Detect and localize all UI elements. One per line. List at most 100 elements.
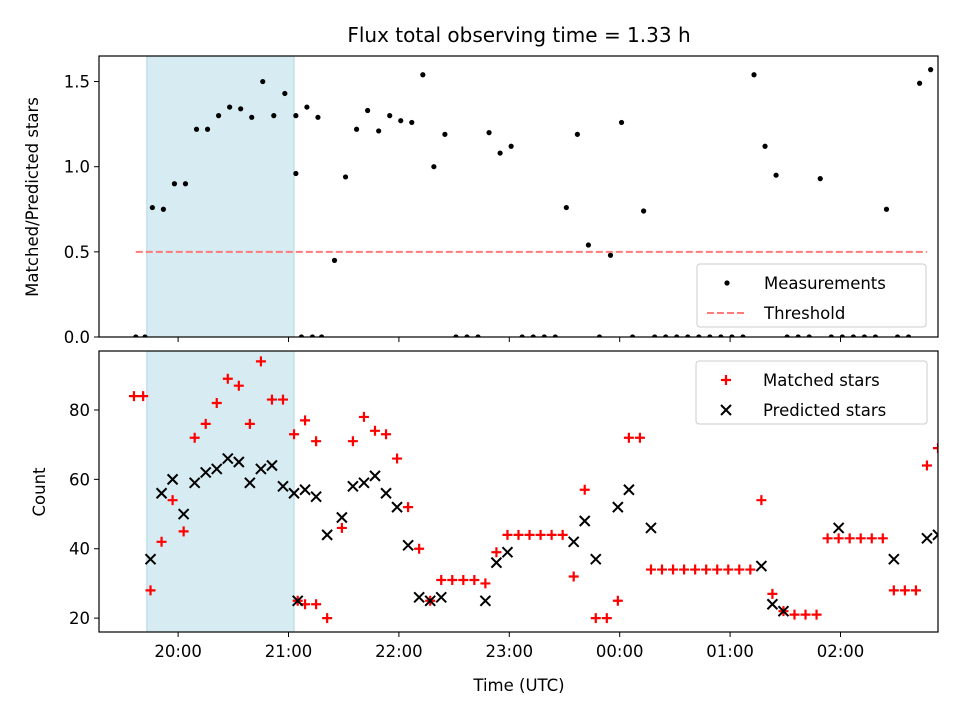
matched-stars-point: [128, 391, 139, 402]
x-tick-label: 21:00: [265, 642, 313, 661]
matched-stars-point: [336, 522, 347, 533]
measurements-point: [353, 126, 360, 132]
matched-stars-point: [800, 609, 811, 620]
predicted-stars-point: [590, 553, 602, 565]
matched-stars-point: [266, 394, 277, 405]
predicted-stars-point: [222, 452, 234, 465]
matched-stars-point: [311, 436, 322, 447]
y-tick-label: 0.0: [64, 328, 90, 347]
measurements-point: [784, 334, 790, 337]
measurements-point: [464, 334, 470, 337]
measurements-point: [298, 334, 304, 337]
measurements-point: [293, 113, 299, 119]
predicted-stars-point: [490, 556, 503, 569]
matched-stars-point: [436, 574, 447, 585]
measurements-point: [282, 90, 288, 97]
matched-stars-point: [403, 502, 414, 513]
matched-stars-point: [347, 436, 358, 447]
predicted-stars-point: [932, 529, 938, 541]
measurements-point: [227, 104, 233, 110]
matched-stars-point: [300, 415, 311, 426]
measurements-point: [740, 334, 746, 337]
predicted-stars-point: [645, 522, 657, 534]
measurements-point: [304, 104, 310, 110]
matched-stars-point: [447, 574, 458, 585]
measurements-point: [204, 126, 211, 132]
measurements-point: [629, 334, 636, 337]
matched-stars-point: [645, 564, 656, 575]
matched-stars-point: [244, 418, 255, 429]
measurements-point: [142, 334, 148, 337]
measurements-point: [685, 334, 691, 337]
axes-frame: [98, 55, 939, 338]
matched-stars-point: [369, 425, 380, 436]
measurements-point: [365, 107, 371, 114]
legend-label-measurements: Measurements: [764, 274, 886, 293]
predicted-stars-point: [944, 506, 954, 516]
predicted-stars-point: [155, 487, 168, 499]
predicted-stars-point: [435, 591, 447, 604]
measurements-point: [530, 334, 536, 337]
predicted-stars-point: [579, 515, 591, 527]
measurements-point: [641, 208, 647, 214]
y-tick-label: 0.5: [64, 243, 90, 262]
predicted-stars-point: [188, 477, 201, 489]
matched-stars-point: [546, 529, 557, 540]
x-tick-label: 22:00: [375, 642, 423, 661]
predicted-stars-point: [288, 487, 300, 499]
measurements-point: [238, 106, 244, 112]
measurements-point: [751, 72, 757, 78]
predicted-stars-point: [200, 466, 212, 479]
matched-stars-point: [590, 613, 601, 624]
matched-stars-point: [502, 529, 513, 540]
measurements-point: [431, 164, 437, 170]
predicted-stars-point: [266, 459, 278, 472]
measurements-point: [563, 204, 569, 211]
measurements-point: [519, 334, 525, 337]
measurements-point: [905, 334, 912, 337]
predicted-stars-point: [144, 553, 157, 565]
highlight-span: [146, 55, 295, 338]
plot-area: [128, 356, 960, 624]
matched-stars-point: [833, 533, 844, 544]
y-tick-label: 1.5: [64, 73, 90, 92]
measurements-point: [674, 334, 680, 337]
measurements-point: [872, 334, 879, 337]
measurements-point: [409, 119, 415, 126]
matched-stars-point: [167, 495, 178, 506]
predicted-stars-point: [623, 484, 635, 496]
matched-stars-point: [222, 373, 233, 384]
measurements-point: [806, 334, 812, 337]
matched-stars-point: [145, 585, 156, 596]
matched-stars-point: [634, 432, 645, 443]
x-tick-label: 23:00: [486, 642, 534, 661]
measurements-point: [894, 334, 901, 337]
legend: Matched stars Predicted stars: [695, 360, 928, 425]
matched-stars-point: [189, 432, 200, 443]
measurements-point: [475, 334, 481, 337]
matched-stars-point: [200, 418, 211, 429]
axes-frame: [98, 350, 939, 633]
measurements-point: [260, 78, 266, 85]
matched-stars-point: [322, 613, 333, 624]
matched-stars-point: [734, 564, 745, 575]
matched-stars-point: [657, 564, 668, 575]
measurements-point: [618, 119, 625, 126]
matched-stars-point: [513, 529, 524, 540]
predicted-stars-point: [955, 495, 960, 505]
matched-stars-point: [767, 588, 778, 599]
matched-stars-point: [358, 411, 369, 422]
measurements-point: [718, 334, 724, 337]
predicted-stars-point: [321, 529, 333, 541]
predicted-stars-point: [391, 501, 403, 513]
matched-stars-point: [789, 609, 800, 620]
predicted-stars-point: [177, 508, 190, 520]
measurements-point: [574, 131, 580, 137]
matched-stars-point: [910, 585, 921, 596]
measurements-point: [319, 334, 325, 337]
measurements-point: [376, 128, 382, 134]
matched-stars-point: [933, 443, 938, 454]
plot-area: [133, 67, 934, 337]
measurements-point: [331, 257, 338, 263]
